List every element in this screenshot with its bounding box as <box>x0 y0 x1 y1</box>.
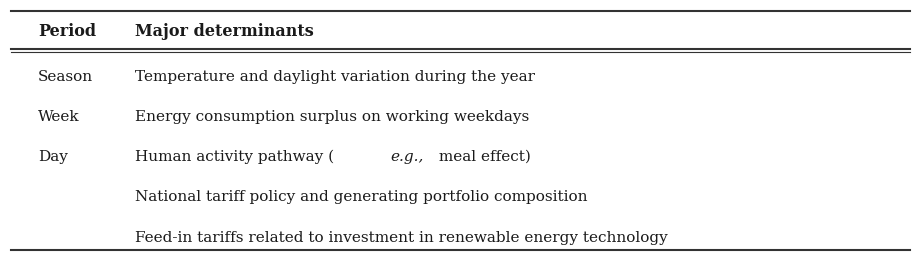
Text: e.g.,: e.g., <box>391 150 424 164</box>
Text: Feed-in tariffs related to investment in renewable energy technology: Feed-in tariffs related to investment in… <box>134 231 668 245</box>
Text: National tariff policy and generating portfolio composition: National tariff policy and generating po… <box>134 190 587 204</box>
Text: Temperature and daylight variation during the year: Temperature and daylight variation durin… <box>134 70 534 84</box>
Text: Major determinants: Major determinants <box>134 23 313 40</box>
Text: Human activity pathway (: Human activity pathway ( <box>134 150 333 164</box>
Text: Day: Day <box>38 150 68 164</box>
Text: Week: Week <box>38 110 80 124</box>
Text: Period: Period <box>38 23 96 40</box>
Text: meal effect): meal effect) <box>434 150 530 164</box>
Text: Season: Season <box>38 70 93 84</box>
Text: Energy consumption surplus on working weekdays: Energy consumption surplus on working we… <box>134 110 529 124</box>
